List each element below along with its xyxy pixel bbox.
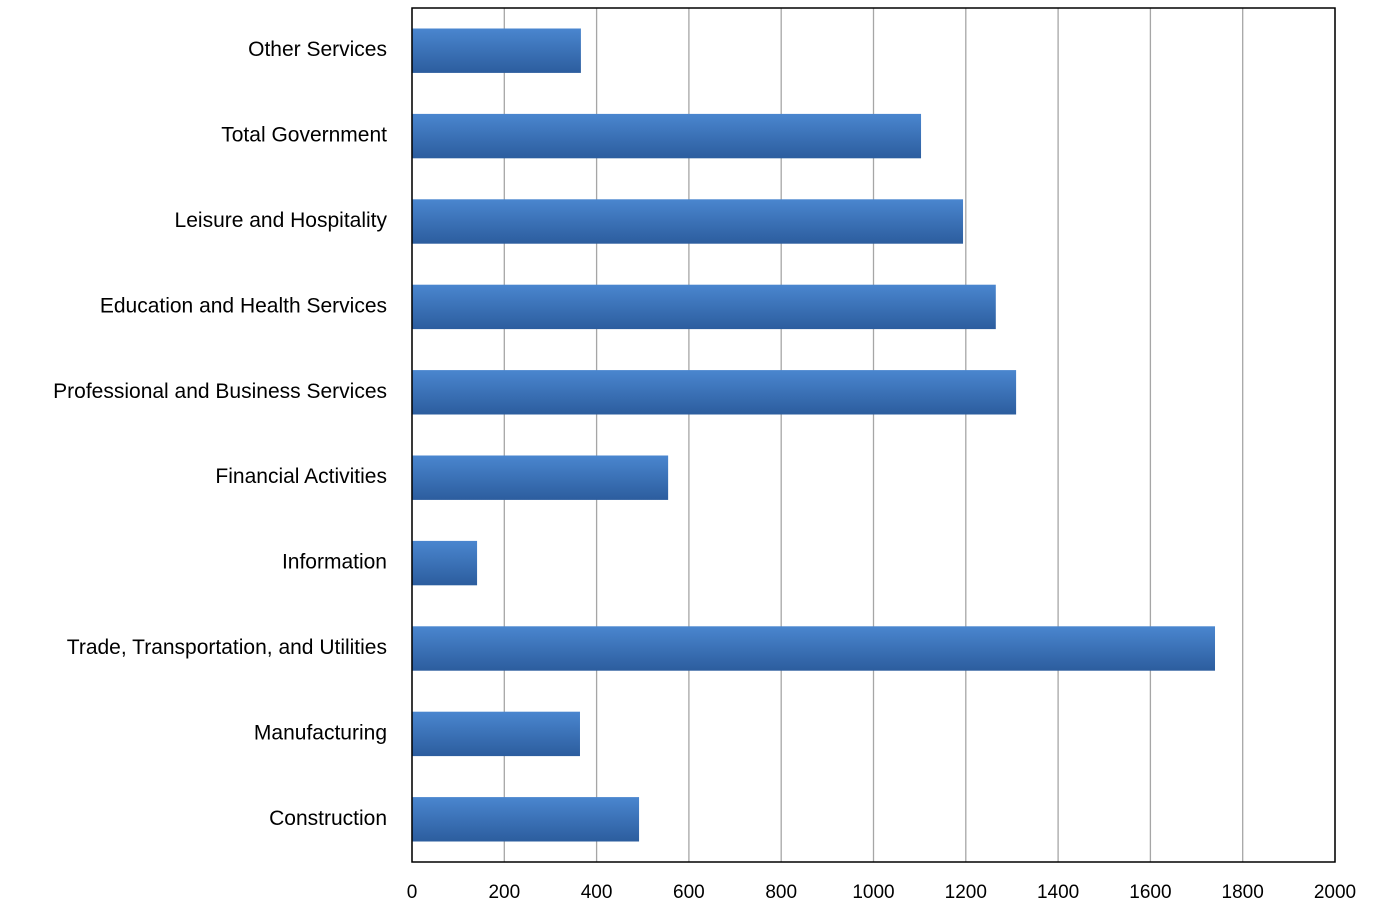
bar: [412, 455, 669, 500]
x-tick-label: 1800: [1222, 882, 1264, 903]
y-tick-label: Leisure and Hospitality: [175, 209, 388, 232]
y-tick-label: Other Services: [248, 38, 387, 61]
x-tick-label: 1200: [945, 882, 987, 903]
bar: [412, 113, 922, 159]
plot-frame: [411, 7, 1336, 863]
y-tick-label: Construction: [269, 807, 387, 830]
bars: [412, 28, 1216, 842]
y-tick-label: Information: [282, 551, 387, 574]
bar: [412, 711, 580, 757]
bar: [412, 28, 581, 73]
x-tick-label: 2000: [1314, 882, 1356, 903]
y-tick-label: Professional and Business Services: [53, 380, 387, 403]
y-tick-label: Total Government: [221, 124, 387, 147]
x-tick-label: 800: [765, 882, 797, 903]
bar: [412, 626, 1216, 671]
x-tick-label: 600: [673, 882, 705, 903]
y-tick-label: Trade, Transportation, and Utilities: [67, 636, 387, 659]
x-tick-label: 400: [581, 882, 613, 903]
y-tick-label: Manufacturing: [254, 721, 387, 744]
x-tick-label: 0: [407, 882, 418, 903]
y-tick-label: Financial Activities: [215, 465, 387, 488]
bar: [412, 797, 640, 842]
bar: [412, 284, 996, 330]
y-tick-label: Education and Health Services: [100, 294, 387, 317]
bar: [412, 370, 1017, 415]
bar: [412, 540, 478, 586]
x-tick-label: 1000: [852, 882, 894, 903]
x-tick-label: 200: [488, 882, 520, 903]
x-tick-label: 1600: [1129, 882, 1171, 903]
x-tick-label: 1400: [1037, 882, 1079, 903]
labels: 0 200 400 600 800 1000 1200 1400 1600 1800 2000 Con…: [53, 38, 1356, 903]
bar: [412, 199, 964, 244]
